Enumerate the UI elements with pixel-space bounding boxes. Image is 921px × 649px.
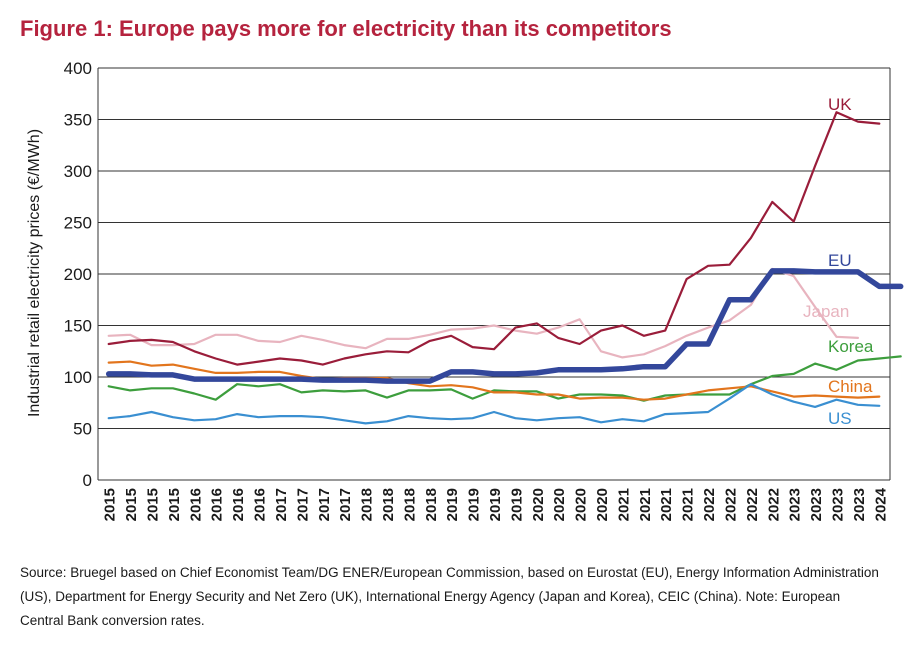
x-tick-label: 2018 (359, 488, 376, 521)
series-label-china: China (828, 377, 873, 396)
y-tick-label: 300 (64, 162, 92, 181)
series-line-china (107, 360, 881, 401)
x-tick-label: 2023 (851, 488, 868, 521)
series-line-korea (107, 355, 902, 402)
x-tick-label: 2022 (722, 488, 739, 521)
x-tick-labels: 2015 2015 2015 2015 2016 2016 2016 2016 2017 2017… (102, 487, 890, 521)
x-tick-label: 2018 (380, 488, 397, 521)
y-tick-label: 200 (64, 265, 92, 284)
series-label-japan: Japan (803, 302, 849, 321)
x-tick-label: 2019 (466, 488, 483, 521)
x-tick-label: 2016 (187, 488, 204, 521)
x-tick-label: 2019 (487, 488, 504, 521)
x-tick-label: 2018 (401, 488, 418, 521)
x-tick-label: 2019 (444, 488, 461, 521)
y-tick-label: 0 (83, 471, 92, 490)
x-tick-label: 2016 (230, 488, 247, 521)
x-tick-label: 2020 (530, 488, 547, 521)
series-line-uk (107, 111, 881, 366)
x-tick-label: 2015 (166, 488, 183, 521)
x-tick-label: 2022 (744, 488, 761, 521)
x-tick-label: 2022 (765, 488, 782, 521)
source-note: Source: Bruegel based on Chief Economist… (20, 565, 879, 628)
y-tick-label: 250 (64, 214, 92, 233)
x-tick-label: 2023 (829, 488, 846, 521)
series-lines (105, 111, 904, 425)
x-tick-label: 2020 (551, 488, 568, 521)
series-label-korea: Korea (828, 337, 874, 356)
x-tick-label: 2020 (594, 488, 611, 521)
chart-title: Figure 1: Europe pays more for electrici… (20, 16, 672, 41)
y-tick-label: 400 (64, 59, 92, 78)
x-tick-label: 2020 (573, 488, 590, 521)
x-tick-label: 2017 (316, 488, 333, 521)
x-tick-label: 2015 (123, 488, 140, 521)
x-tick-label: 2021 (615, 488, 632, 521)
x-tick-label: 2015 (145, 488, 162, 521)
series-label-uk: UK (828, 95, 852, 114)
x-tick-label: 2015 (102, 488, 119, 521)
x-tick-label: 2018 (423, 488, 440, 521)
x-tick-label: 2021 (680, 488, 697, 521)
x-tick-label: 2016 (209, 488, 226, 521)
x-tick-label: 2023 (787, 488, 804, 521)
series-line-japan (107, 267, 860, 359)
series-label-us: US (828, 409, 852, 428)
x-tick-label: 2016 (252, 488, 269, 521)
x-tick-label: 2017 (294, 488, 311, 521)
x-tick-label: 2023 (808, 488, 825, 521)
series-label-eu: EU (828, 251, 852, 270)
series-labels: UK EU Japan Korea China US (803, 95, 874, 428)
y-tick-label: 350 (64, 111, 92, 130)
x-tick-label: 2017 (273, 488, 290, 521)
y-tick-label: 50 (73, 420, 92, 439)
y-tick-label: 100 (64, 368, 92, 387)
x-tick-label: 2021 (658, 488, 675, 521)
y-axis-label: Industrial retail electricity prices (€/… (26, 129, 43, 417)
x-tick-label: 2022 (701, 488, 718, 521)
series-line-us (107, 383, 881, 425)
x-tick-label: 2021 (637, 488, 654, 521)
y-tick-labels: 0 50 100 150 200 250 300 350 400 (64, 59, 92, 490)
series-line-eu (105, 268, 904, 384)
x-tick-label: 2017 (337, 488, 354, 521)
x-tick-label: 2024 (872, 487, 889, 521)
y-tick-label: 150 (64, 317, 92, 336)
x-tick-label: 2019 (508, 488, 525, 521)
